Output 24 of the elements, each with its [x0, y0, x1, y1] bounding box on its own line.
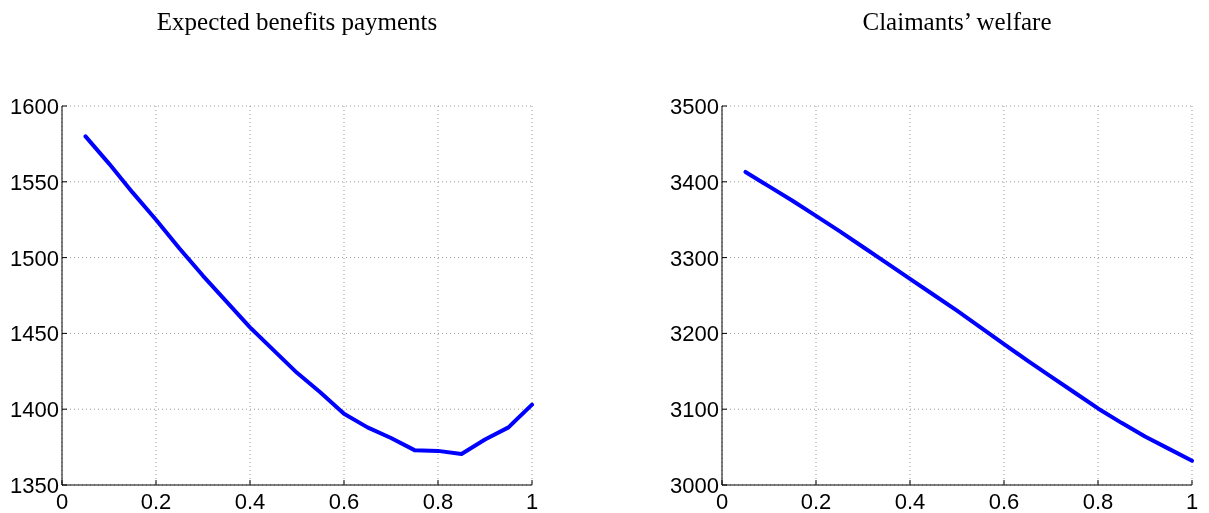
x-tick-label: 0.4 — [894, 489, 926, 513]
y-tick-label: 3100 — [670, 397, 719, 423]
y-tick-label: 3500 — [670, 94, 719, 119]
line-series — [743, 169, 1194, 463]
y-tick-label: 1500 — [10, 245, 59, 271]
x-tick-label: 1 — [1185, 489, 1199, 513]
x-tick-label: 0.8 — [422, 489, 454, 513]
y-tick-label: 3200 — [670, 321, 719, 347]
line-series — [83, 134, 534, 456]
y-tick-label: 1600 — [10, 94, 59, 119]
x-tick-label: 0.6 — [328, 489, 360, 513]
y-tick-label: 3300 — [670, 245, 719, 271]
y-tick-label: 3400 — [670, 169, 719, 195]
x-tick-label: 1 — [525, 489, 539, 513]
chart-title: Claimants’ welfare — [862, 8, 1052, 35]
y-tick-label: 1550 — [10, 169, 59, 195]
y-tick-label: 1450 — [10, 321, 59, 347]
chart-title: Expected benefits payments — [156, 8, 438, 35]
x-tick-label: 0.6 — [988, 489, 1020, 513]
x-tick-label: 0.8 — [1082, 489, 1114, 513]
x-tick-label: 0.2 — [140, 489, 172, 513]
x-tick-label: 0.2 — [800, 489, 832, 513]
x-tick-label: 0.4 — [234, 489, 266, 513]
y-tick-label: 1400 — [10, 397, 59, 423]
